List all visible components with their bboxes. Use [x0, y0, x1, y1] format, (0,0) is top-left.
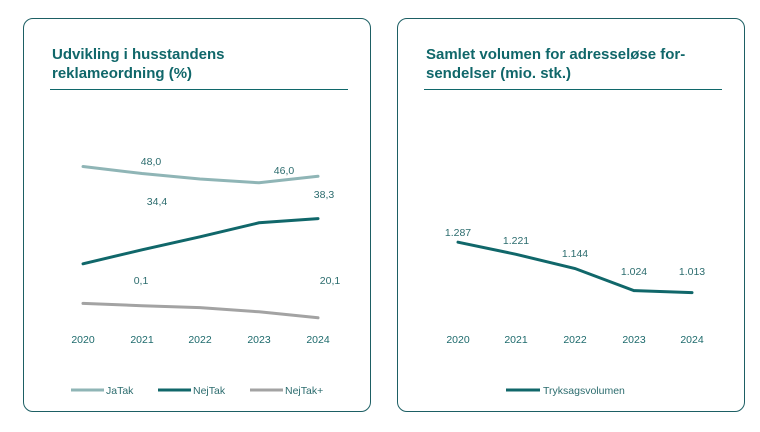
series-line-nejtak	[81, 217, 320, 266]
series-line-jatak	[81, 165, 320, 185]
right-title-rule	[424, 89, 722, 90]
legend-label-jatak: JaTak	[106, 385, 134, 397]
series-line-nejtakplus	[81, 301, 320, 320]
legend-label-tryksagsvolumen: Tryksagsvolumen	[543, 385, 625, 397]
left-chart-title: Udvikling i husstandens reklameordning (…	[52, 46, 225, 82]
x-tick-2023: 2023	[247, 334, 271, 346]
data-label-2024: 1.013	[679, 266, 705, 278]
left-title-rule	[50, 89, 348, 90]
data-label-2021: 1.221	[503, 235, 529, 247]
x-tick-2021: 2021	[504, 334, 528, 346]
x-tick-2022: 2022	[563, 334, 587, 346]
right-line-chart: 1.287 1.221 1.144 1.024 1.013 2020 2021 …	[445, 227, 705, 397]
legend-label-nejtakplus: NejTak+	[285, 385, 323, 397]
data-label-nejtakplus-2021: 0,1	[134, 275, 149, 287]
data-label-jatak-2023: 46,0	[274, 165, 295, 177]
data-label-jatak-2021: 48,0	[141, 156, 162, 168]
right-chart-panel: Samlet volumen for adresseløse for- send…	[397, 18, 745, 412]
x-tick-2024: 2024	[306, 334, 330, 346]
data-label-2023: 1.024	[621, 266, 647, 278]
left-line-chart: 48,0 46,0 34,4 38,3 0,1 20,1 2020 2021 2…	[71, 156, 341, 397]
x-tick-2022: 2022	[188, 334, 212, 346]
x-tick-2020: 2020	[446, 334, 470, 346]
data-label-2022: 1.144	[562, 248, 588, 260]
data-label-2020: 1.287	[445, 227, 471, 239]
x-tick-2021: 2021	[130, 334, 154, 346]
data-label-nejtakplus-2024: 20,1	[320, 275, 341, 287]
data-label-nejtak-2024: 38,3	[314, 189, 335, 201]
x-tick-2024: 2024	[680, 334, 704, 346]
data-label-nejtak-2021: 34,4	[147, 196, 168, 208]
legend-label-nejtak: NejTak	[193, 385, 226, 397]
x-tick-2020: 2020	[71, 334, 95, 346]
x-tick-2023: 2023	[622, 334, 646, 346]
left-chart-panel: Udvikling i husstandens reklameordning (…	[23, 18, 371, 412]
series-line-tryksagsvolumen	[456, 240, 694, 295]
right-chart-title: Samlet volumen for adresseløse for- send…	[426, 46, 686, 82]
